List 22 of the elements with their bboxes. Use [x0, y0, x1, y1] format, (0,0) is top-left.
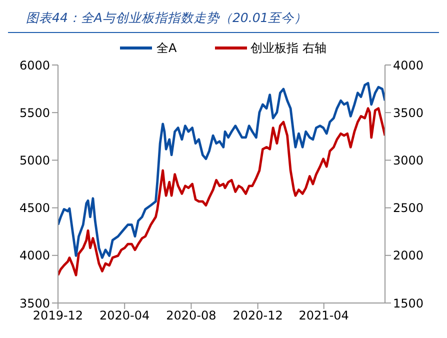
legend-label: 创业板指 右轴 — [250, 40, 327, 56]
y2-tick-label: 3000 — [393, 153, 424, 168]
x-tick-label: 2020-04 — [100, 308, 150, 323]
y-tick-label: 6000 — [19, 58, 50, 72]
line-series — [58, 107, 385, 276]
x-tick-label: 2019-12 — [32, 308, 84, 323]
legend-label: 全A — [156, 40, 177, 56]
y2-tick-label: 3500 — [393, 106, 424, 120]
y-tick-label: 3500 — [19, 296, 50, 310]
x-tick-label: 2021-04 — [298, 308, 349, 323]
x-tick-label: 2020-12 — [232, 308, 283, 323]
y2-tick-label: 1500 — [393, 296, 424, 310]
line-series — [58, 82, 385, 259]
y-tick-label: 5500 — [19, 106, 50, 120]
y2-tick-label: 2000 — [393, 248, 424, 263]
y-tick-label: 4500 — [19, 201, 50, 216]
y2-tick-label: 4000 — [393, 58, 424, 72]
y2-tick-label: 2500 — [393, 201, 424, 216]
x-tick-label: 2020-08 — [166, 308, 216, 323]
chart-title: 图表44：全A与创业板指指数走势（20.01至今） — [8, 8, 439, 33]
y-tick-label: 5000 — [19, 153, 50, 168]
y-tick-label: 4000 — [19, 248, 50, 263]
